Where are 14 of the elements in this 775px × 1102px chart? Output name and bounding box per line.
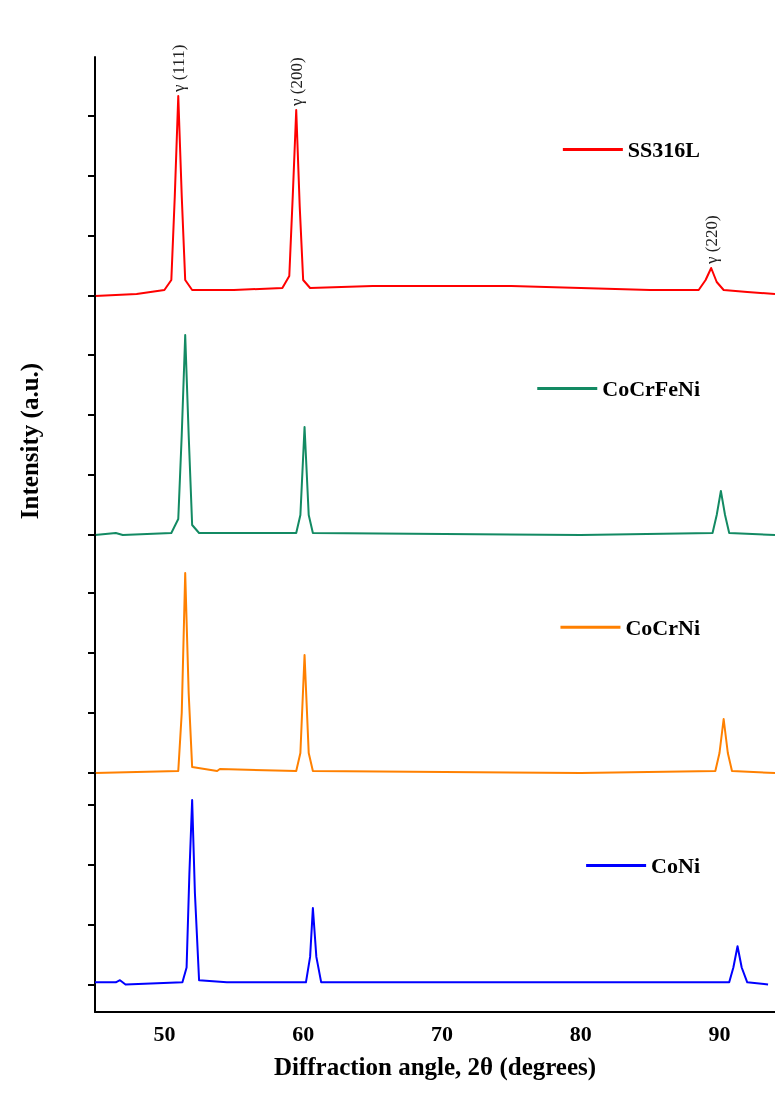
x-tick-label: 90 <box>708 1020 731 1046</box>
annotation: γ (111) <box>168 44 188 93</box>
x-tick-label: 80 <box>569 1020 592 1046</box>
annotation: γ (220) <box>701 215 721 265</box>
x-tick-label: 50 <box>153 1020 176 1046</box>
legend-label: CoNi <box>651 852 700 878</box>
x-axis-title: Diffraction angle, 2θ (degrees) <box>273 1053 597 1081</box>
annotation: γ (200) <box>286 57 306 107</box>
x-tick-label: 60 <box>292 1020 315 1046</box>
x-tick-label: 70 <box>430 1020 453 1046</box>
legend-label: CoCrFeNi <box>602 375 701 401</box>
y-axis-title: Intensity (a.u.) <box>15 361 44 521</box>
legend-label: CoCrNi <box>625 614 701 640</box>
legend-label: SS316L <box>627 136 701 162</box>
